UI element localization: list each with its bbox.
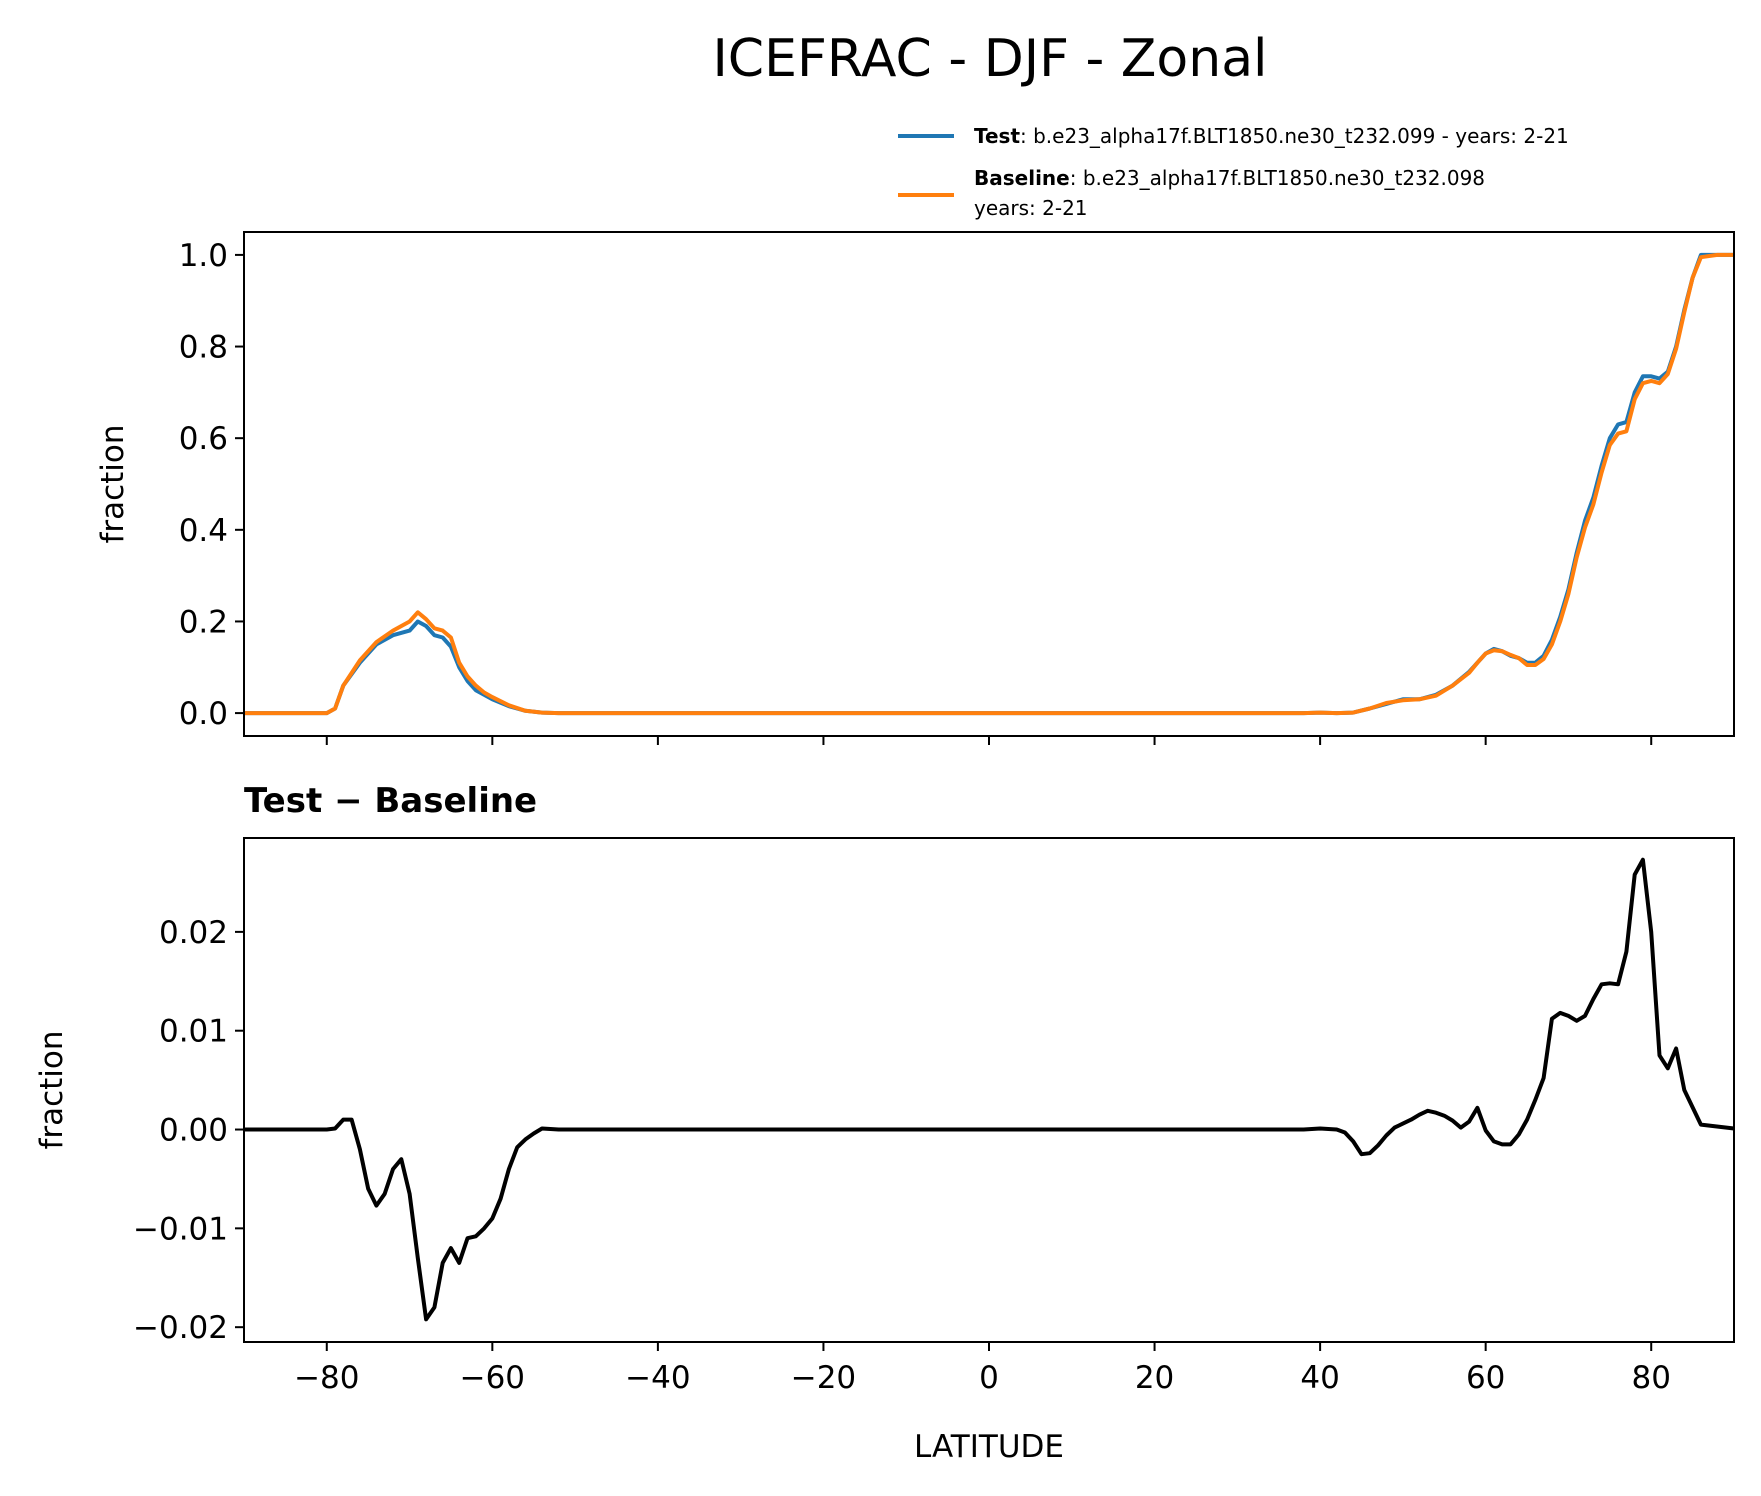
bottom-x-ticks: −80 −60 −40 −20 0 20 40 60 80 — [294, 1342, 1671, 1396]
bottom-x-tick-label: −20 — [791, 1360, 856, 1396]
bottom-y-axis-label: fraction — [34, 1030, 70, 1149]
difference-title: Test − Baseline — [244, 781, 537, 821]
top-y-tick-label: 0.0 — [179, 696, 228, 732]
bottom-y-tick-label: −0.01 — [133, 1211, 228, 1247]
bottom-x-tick-label: −60 — [460, 1360, 525, 1396]
top-y-tick-label: 0.2 — [179, 604, 228, 640]
legend-baseline-text2: years: 2-21 — [974, 196, 1088, 220]
bottom-x-tick-label: 60 — [1466, 1360, 1505, 1396]
bottom-x-tick-label: 20 — [1135, 1360, 1174, 1396]
top-y-ticks: 0.0 0.2 0.4 0.6 0.8 1.0 — [179, 238, 244, 732]
bottom-y-tick-label: 0.01 — [159, 1014, 228, 1050]
legend-baseline-entry: Baseline: b.e23_alpha17f.BLT1850.ne30_t2… — [974, 166, 1485, 190]
legend-baseline-text: : b.e23_alpha17f.BLT1850.ne30_t232.098 — [1070, 166, 1485, 190]
legend-test-text: : b.e23_alpha17f.BLT1850.ne30_t232.099 -… — [1020, 124, 1569, 148]
bottom-x-tick-label: −80 — [294, 1360, 359, 1396]
x-axis-label: LATITUDE — [914, 1429, 1064, 1465]
top-axes-frame — [243, 231, 1735, 737]
legend-test-entry: Test: b.e23_alpha17f.BLT1850.ne30_t232.0… — [974, 124, 1569, 148]
top-series — [244, 252, 1734, 716]
bottom-y-tick-label: 0.02 — [159, 915, 228, 951]
legend-test-label: Test — [974, 124, 1020, 148]
top-y-tick-label: 0.4 — [179, 513, 228, 549]
bottom-series — [244, 857, 1735, 1322]
bottom-axes-frame — [243, 837, 1735, 1343]
figure-title: ICEFRAC - DJF - Zonal — [712, 29, 1267, 89]
bottom-y-ticks: −0.02 −0.01 0.00 0.01 0.02 — [133, 915, 244, 1346]
top-y-tick-label: 0.8 — [179, 330, 228, 366]
bottom-x-tick-label: 40 — [1300, 1360, 1339, 1396]
top-y-tick-label: 1.0 — [179, 238, 228, 274]
bottom-panel: Test − Baseline −0.02 −0.01 0.00 0.01 0.02 −… — [34, 781, 1735, 1465]
bottom-x-tick-label: 80 — [1631, 1360, 1670, 1396]
top-y-tick-label: 0.6 — [179, 421, 228, 457]
legend-baseline-label: Baseline — [974, 166, 1070, 190]
top-panel: 0.0 0.2 0.4 0.6 0.8 1.0 fraction — [95, 231, 1735, 745]
top-y-axis-label: fraction — [95, 424, 131, 543]
bottom-y-tick-label: 0.00 — [159, 1113, 228, 1149]
top-x-ticks — [325, 736, 1653, 745]
bottom-y-tick-label: −0.02 — [133, 1310, 228, 1346]
bottom-x-tick-label: −40 — [625, 1360, 690, 1396]
top-line-baseline — [244, 252, 1734, 716]
legend: Test: b.e23_alpha17f.BLT1850.ne30_t232.0… — [898, 124, 1569, 220]
bottom-x-tick-label: 0 — [979, 1360, 999, 1396]
bottom-line-test-baseline — [244, 857, 1735, 1322]
